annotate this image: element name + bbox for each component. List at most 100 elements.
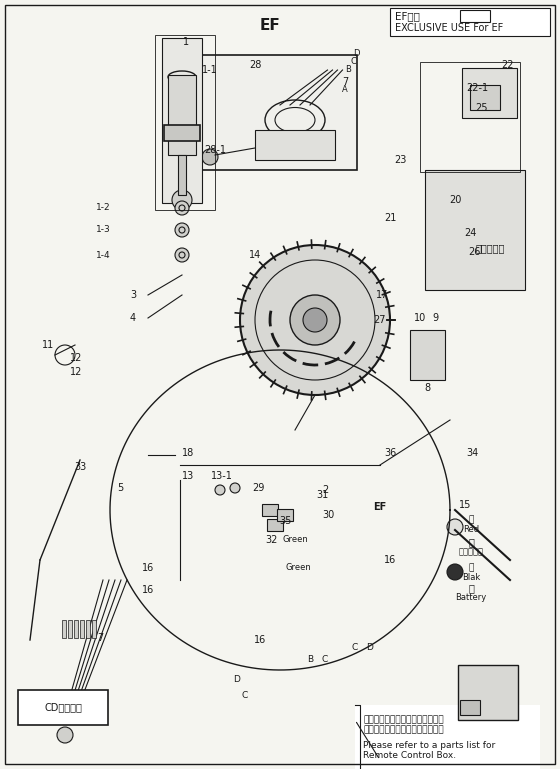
- Text: バッテリー: バッテリー: [459, 548, 483, 557]
- Bar: [267, 519, 283, 531]
- Bar: [164, 125, 200, 141]
- Text: 23: 23: [394, 155, 406, 165]
- Text: 32: 32: [266, 535, 278, 545]
- Text: 31: 31: [316, 490, 328, 500]
- Bar: [80, 620, 84, 638]
- Text: 36: 36: [384, 448, 396, 458]
- Text: Please refer to a parts list for
Remote Control Box.: Please refer to a parts list for Remote …: [363, 741, 495, 761]
- Text: 18: 18: [182, 448, 194, 458]
- Text: C: C: [352, 644, 358, 653]
- Text: 21: 21: [384, 213, 396, 223]
- Text: EF専用: EF専用: [395, 11, 420, 21]
- Text: 28-1: 28-1: [204, 145, 226, 155]
- Circle shape: [175, 248, 189, 262]
- Text: D: D: [367, 644, 374, 653]
- Circle shape: [480, 684, 496, 700]
- Bar: [420, 62, 520, 172]
- Text: 黒: 黒: [468, 564, 474, 572]
- Bar: [18, 690, 108, 725]
- Circle shape: [202, 149, 218, 165]
- Bar: [92, 620, 96, 638]
- Text: D: D: [234, 675, 240, 684]
- Bar: [460, 10, 490, 22]
- Text: 13: 13: [182, 471, 194, 481]
- Text: 1: 1: [183, 37, 189, 47]
- Text: 17: 17: [376, 290, 388, 300]
- Text: 26: 26: [468, 247, 480, 257]
- Circle shape: [175, 201, 189, 215]
- Bar: [277, 509, 293, 521]
- Bar: [62, 620, 66, 638]
- Text: 1-1: 1-1: [202, 65, 218, 75]
- Text: 8: 8: [424, 383, 430, 393]
- Text: 7: 7: [97, 633, 103, 643]
- Bar: [460, 700, 480, 715]
- Text: Blak: Blak: [462, 574, 480, 582]
- Circle shape: [175, 223, 189, 237]
- Text: B: B: [307, 655, 313, 664]
- Text: 赤: 赤: [468, 515, 474, 524]
- Bar: [86, 620, 90, 638]
- Text: 4: 4: [130, 313, 136, 323]
- Bar: [168, 75, 196, 155]
- Text: B: B: [345, 65, 351, 75]
- Circle shape: [230, 483, 240, 493]
- Text: 30: 30: [322, 510, 334, 520]
- Text: 33: 33: [74, 462, 86, 472]
- Bar: [355, 705, 540, 769]
- Text: 9: 9: [432, 313, 438, 323]
- Circle shape: [447, 564, 463, 580]
- Text: 16: 16: [142, 585, 154, 595]
- Text: CDユニット: CDユニット: [44, 702, 82, 712]
- Bar: [470, 85, 500, 110]
- Text: 11: 11: [42, 340, 54, 350]
- Text: C: C: [350, 58, 356, 66]
- Circle shape: [215, 485, 225, 495]
- Text: 27: 27: [374, 315, 386, 325]
- Circle shape: [57, 727, 73, 743]
- Text: 14: 14: [249, 250, 261, 260]
- Text: 12: 12: [70, 367, 82, 377]
- Text: 16: 16: [384, 555, 396, 565]
- Text: D: D: [353, 49, 360, 58]
- Circle shape: [447, 519, 463, 535]
- Text: 3: 3: [130, 290, 136, 300]
- Bar: [458, 665, 518, 720]
- Bar: [425, 170, 525, 290]
- Text: リモートコントロールボックスの
パーツリストを参照して下さい。: リモートコントロールボックスの パーツリストを参照して下さい。: [363, 715, 444, 734]
- Circle shape: [172, 190, 192, 210]
- Text: 5: 5: [117, 483, 123, 493]
- Bar: [262, 504, 278, 516]
- Bar: [390, 8, 550, 36]
- Text: A: A: [342, 85, 348, 95]
- Text: 10: 10: [414, 313, 426, 323]
- Text: －: －: [468, 583, 474, 593]
- Text: 2: 2: [322, 485, 328, 495]
- Text: 25: 25: [476, 103, 488, 113]
- Text: C: C: [322, 655, 328, 664]
- Bar: [68, 620, 72, 638]
- Bar: [155, 35, 215, 210]
- Text: Green: Green: [285, 564, 311, 572]
- Text: ＋: ＋: [468, 537, 474, 547]
- Text: 22-1: 22-1: [466, 83, 488, 93]
- Text: 34: 34: [466, 448, 478, 458]
- Text: 16: 16: [142, 563, 154, 573]
- Circle shape: [240, 245, 390, 395]
- Text: 35: 35: [279, 516, 291, 526]
- Text: 15: 15: [459, 500, 471, 510]
- Text: 1-3: 1-3: [96, 225, 110, 235]
- Bar: [172, 55, 357, 170]
- Circle shape: [290, 295, 340, 345]
- Text: EF: EF: [260, 18, 281, 32]
- Bar: [462, 68, 517, 118]
- Bar: [255, 130, 335, 160]
- Text: EF: EF: [374, 502, 386, 512]
- Circle shape: [303, 308, 327, 332]
- Text: Red: Red: [463, 525, 479, 534]
- Text: 1-4: 1-4: [96, 251, 110, 259]
- Text: 13-1: 13-1: [211, 471, 233, 481]
- Text: Battery: Battery: [455, 594, 487, 602]
- Text: 12: 12: [70, 353, 82, 363]
- Text: 24: 24: [464, 228, 476, 238]
